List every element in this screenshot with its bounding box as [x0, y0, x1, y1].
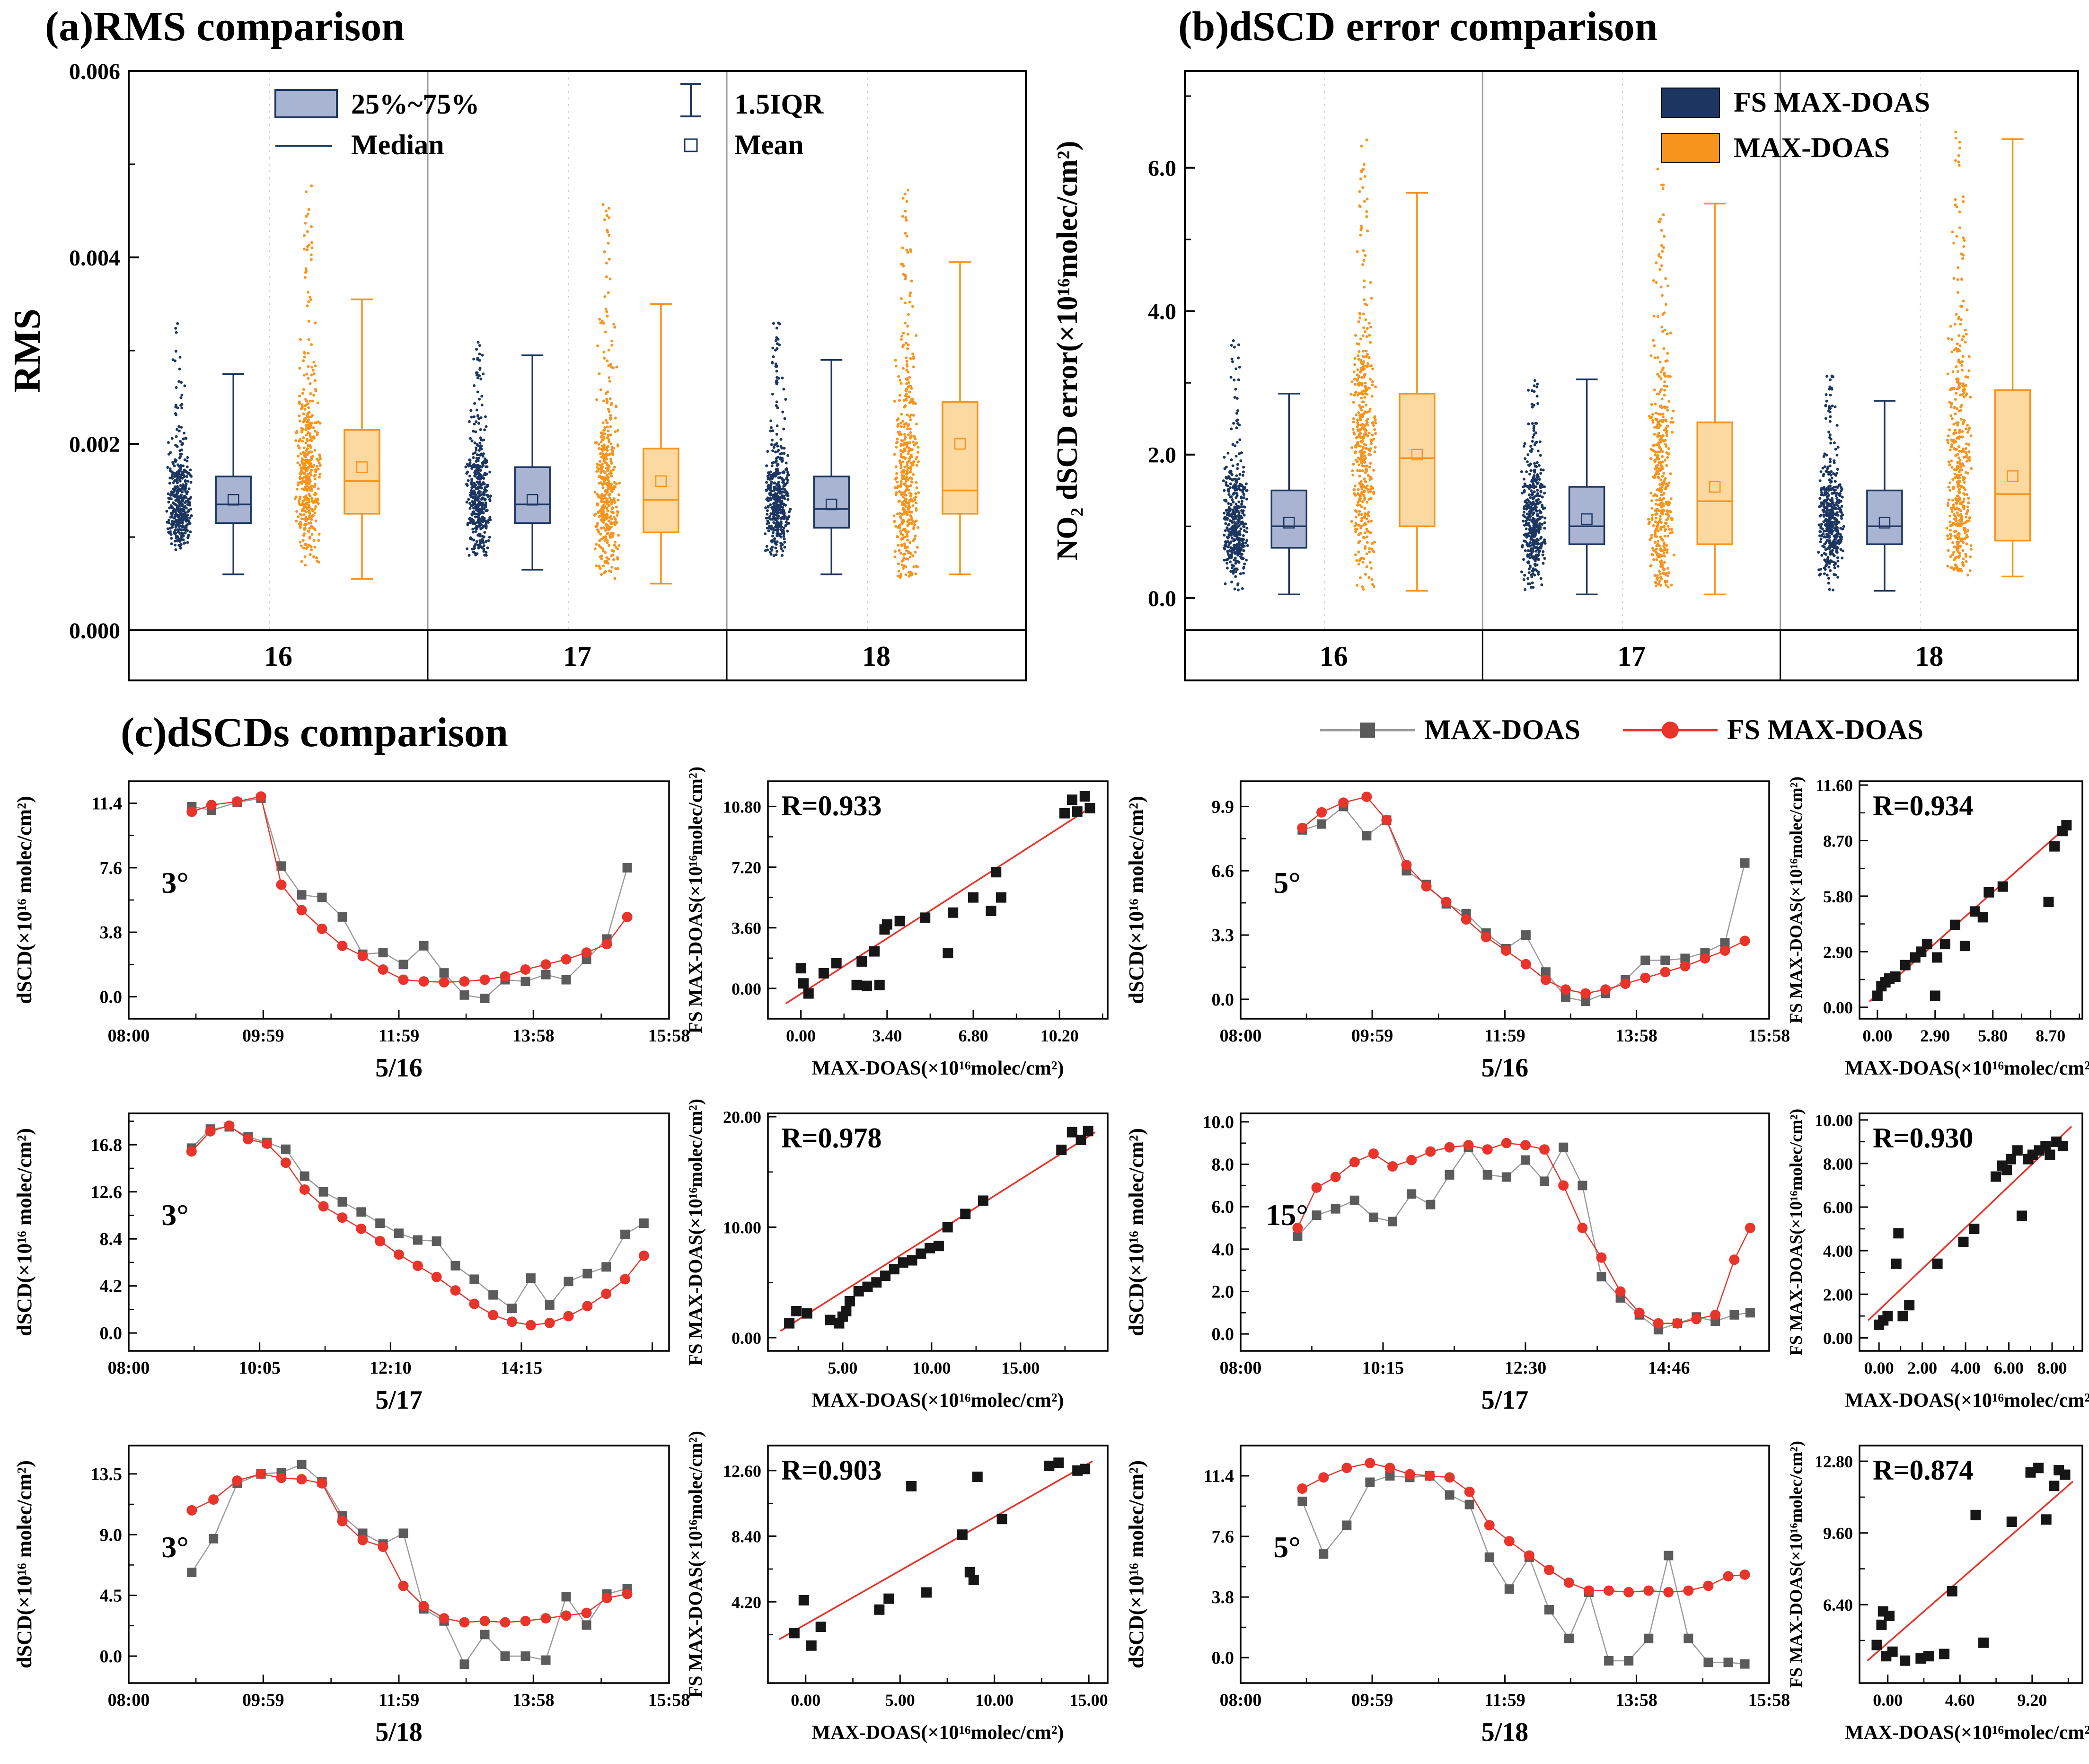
svg-text:1.5IQR: 1.5IQR	[734, 88, 824, 120]
max-doas-series	[1293, 1142, 1755, 1335]
time-series-ts_516_5: 08:00 09:59 11:59 13:58 15:580.03.36.69.95°5…	[1125, 780, 1790, 1083]
max-doas-series	[187, 1459, 632, 1669]
scatter-sc_517_3: 5.00 10.00 15.000.0010.0020.00R=0.978MAX-D…	[685, 1099, 1109, 1411]
max-doas-series	[1297, 802, 1750, 1006]
time-series-ts_518_3: 08:00 09:59 11:59 13:58 15:580.04.59.013.53°…	[13, 1445, 690, 1747]
svg-text:17: 17	[563, 641, 591, 672]
svg-text:25%~75%: 25%~75%	[351, 88, 479, 120]
fs-max-doas-series	[1297, 791, 1750, 999]
max-doas-series	[187, 793, 632, 1003]
time-series-ts_518_5: 08:00 09:59 11:59 13:58 15:580.03.87.611.45°…	[1125, 1445, 1790, 1747]
svg-text:18: 18	[862, 641, 890, 672]
scatter-sc_516_5: 0.00 2.90 5.80 8.700.002.905.808.7011.60R=0…	[1787, 776, 2089, 1079]
fs-max-doas-series	[186, 791, 633, 988]
rms-comparison-chart: 16 17 18 0.000 0.002 0.004 0.006 RMS 25%~75% Medi…	[7, 59, 1027, 681]
legend-item-max-doas: MAX-DOAS	[1320, 714, 1580, 746]
time-series-ts_517_3: 08:00 10:05 12:10 14:150.04.28.412.616.83°5…	[13, 1112, 670, 1415]
max-doas-series	[186, 1122, 649, 1314]
svg-text:0.002: 0.002	[69, 432, 120, 457]
legend-label-fs-max-doas: FS MAX-DOAS	[1727, 714, 1923, 745]
svg-text:17: 17	[1617, 641, 1646, 672]
legend-label-max-doas: MAX-DOAS	[1424, 714, 1580, 745]
max-doas-series	[1297, 1471, 1750, 1669]
scatter-sc_517_15: 0.00 2.00 4.00 6.00 8.000.002.004.006.008.00…	[1787, 1109, 2089, 1411]
fs-max-doas-series	[186, 1120, 649, 1331]
panel-c-title: (c)dSCDs comparison	[121, 710, 508, 756]
fs-max-doas-series	[186, 1468, 633, 1628]
max-doas-marker-icon	[1320, 722, 1415, 738]
fs-max-doas-marker-icon	[1622, 721, 1718, 739]
panel-b-title: (b)dSCD error comparison	[1178, 4, 1658, 50]
svg-text:Median: Median	[351, 129, 444, 160]
dscds-legend: MAX-DOAS FS MAX-DOAS	[1320, 714, 1923, 746]
svg-text:16: 16	[264, 641, 292, 672]
panel-a-title: (a)RMS comparison	[45, 4, 405, 50]
svg-text:Mean: Mean	[734, 129, 804, 160]
fs-max-doas-series	[1292, 1138, 1755, 1329]
fs-max-doas-series	[1297, 1458, 1750, 1597]
legend-item-fs-max-doas: FS MAX-DOAS	[1622, 714, 1923, 746]
svg-text:0.000: 0.000	[69, 618, 120, 644]
time-series-ts_516_3: 08:00 09:59 11:59 13:58 15:580.03.87.611.43°…	[13, 780, 690, 1083]
svg-text:0.004: 0.004	[69, 246, 120, 271]
svg-text:16: 16	[1320, 641, 1348, 672]
time-series-ts_517_15: 08:00 10:15 12:30 14:460.02.04.06.08.010.01…	[1125, 1112, 1770, 1415]
svg-text:0.006: 0.006	[69, 59, 120, 84]
svg-text:RMS: RMS	[7, 309, 48, 393]
